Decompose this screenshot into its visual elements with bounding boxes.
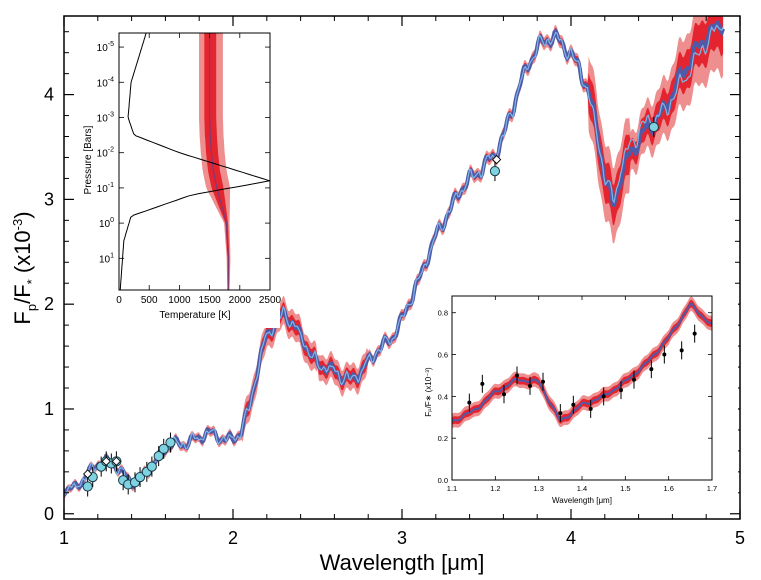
wfc3-y-tick-label: 0.6 [438,351,448,360]
wfc3-model-line [452,302,712,422]
pt-x-tick-label: 2500 [259,295,282,306]
pt-y-tick-label: 100 [99,217,114,230]
data-point [489,165,501,177]
pt-y-tick-label: 10-3 [97,111,114,124]
inset-pt-frame [118,32,271,291]
wfc3-data-point [619,388,623,393]
model-best-line [64,24,724,497]
inset-pt-xlabel: Temperature [K] [159,310,230,321]
wfc3-data-point [571,402,576,407]
main-data-points [82,117,659,497]
pt-x-tick-label: 0 [116,295,122,306]
pt-x-tick-label: 2000 [229,295,252,306]
contribution-function-line [119,33,270,290]
wfc3-data-point [515,373,519,378]
pt-y-tick-label: 101 [99,252,114,265]
inset-wfc3: 1.1 1.2 1.3 1.4 1.5 1.6 1.7 0.0 0.2 0.4 0.6 0.8 Wav… [420,290,738,505]
wfc3-data-point [692,331,697,336]
pt-x-tick-label: 1000 [168,295,191,306]
x-tick-label: 3 [397,528,407,548]
wfc3-x-tick-label: 1.3 [533,484,543,493]
pt-x-tick-label: 500 [141,295,158,306]
wfc3-data-point [558,411,563,416]
wfc3-y-tick-label: 0.2 [438,434,448,443]
y-tick-label: 3 [44,189,54,209]
wfc3-x-tick-label: 1.1 [447,484,457,493]
wfc3-data-point [502,392,506,397]
x-tick-label: 2 [228,528,238,548]
inset-wfc3-xlabel: Wavelength [μm] [552,496,612,505]
inset-pt-ylabel: Pressure [Bars] [83,125,94,194]
wfc3-y-tick-label: 0.4 [438,392,448,401]
y-tick-label: 1 [44,399,54,419]
wfc3-y-tick-label: 0.8 [438,309,448,318]
wfc3-x-tick-label: 1.6 [663,484,673,493]
wfc3-data-point [467,400,472,405]
data-point [648,121,659,133]
x-tick-label: 4 [566,528,576,548]
wfc3-data-point [679,348,684,353]
inset-pt-background [82,28,280,328]
data-point [82,481,93,492]
data-point [165,437,176,448]
inset-wfc3-ylabel: Fₚ/F∗ (x10⁻³) [424,367,433,417]
x-tick-label: 1 [59,528,69,548]
data-point [158,443,169,454]
y-tick-label: 4 [44,85,54,105]
inset-wfc3-background [420,290,738,500]
wfc3-x-tick-label: 1.7 [707,484,717,493]
wfc3-data-point [588,406,593,411]
y-axis-label: Fp/F* (x10-3) [10,211,39,324]
data-point [146,461,157,472]
wfc3-x-tick-label: 1.2 [490,484,500,493]
pt-y-tick-label: 10-5 [97,41,114,54]
pt-y-tick-label: 10-1 [97,182,114,195]
inset-pt-profile: 0 500 1000 1500 2000 2500 10-5 10-4 10-3 10-2 10-1… [82,28,282,328]
pt-band-inner [204,33,230,290]
wfc3-data-point [528,383,532,388]
wfc3-data-point [662,352,667,357]
pt-profile-line [209,33,229,290]
wfc3-y-tick-label: 0.0 [438,476,448,485]
wfc3-x-tick-label: 1.4 [577,484,587,493]
pt-x-tick-label: 1500 [198,295,221,306]
x-axis-label: Wavelength [μm] [320,550,485,575]
wfc3-data-points [467,324,697,423]
pt-y-tick-label: 10-4 [97,76,114,89]
inset-wfc3-ticks: 1.1 1.2 1.3 1.4 1.5 1.6 1.7 0.0 0.2 0.4 0.6 0.8 [438,296,717,493]
wfc3-data-point [649,367,654,372]
y-tick-label: 2 [44,294,54,314]
pt-y-tick-label: 10-2 [97,147,114,160]
binned-model-diamond [111,456,122,467]
wfc3-x-tick-label: 1.5 [620,484,630,493]
wfc3-data-point [480,381,485,386]
y-tick-label: 0 [44,504,54,524]
binned-model-diamond [83,469,93,479]
inset-pt-ticks: 0 500 1000 1500 2000 2500 10-5 10-4 10-3 10-2 10-1… [97,33,282,306]
wfc3-data-point [601,394,606,399]
wfc3-data-point [541,379,545,384]
x-tick-label: 5 [735,528,745,548]
binned-model-diamond [492,154,502,165]
data-point [134,471,146,483]
binned-model-diamond [101,456,111,467]
wfc3-data-point [632,377,636,382]
